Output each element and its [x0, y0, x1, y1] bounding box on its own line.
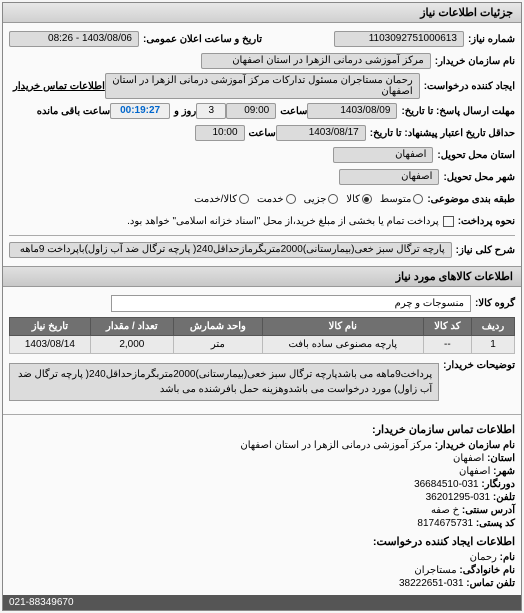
cell-unit: متر — [173, 336, 262, 354]
c-surname: مستاجران — [414, 565, 456, 576]
group-dropdown[interactable]: منسوجات و چرم — [111, 295, 471, 312]
c-phone-label: تلفن: — [493, 492, 515, 503]
remain-suffix: ساعت باقی مانده — [37, 106, 110, 117]
send-until-label: مهلت ارسال پاسخ: تا تاریخ: — [401, 106, 515, 117]
col-row: ردیف — [472, 318, 515, 336]
c-postal-label: کد پستی: — [476, 518, 515, 529]
cell-row: 1 — [472, 336, 515, 354]
payment-checkbox[interactable] — [443, 216, 454, 227]
payment-label: نحوه پرداخت: — [458, 216, 515, 227]
classify-opt-1[interactable]: کالا — [346, 194, 372, 205]
c-org: مرکز آموزشی درمانی الزهرا در استان اصفها… — [240, 440, 432, 451]
creator-label: ایجاد کننده درخواست: — [424, 81, 515, 92]
c-phone: 031-36201295 — [426, 492, 491, 503]
remain-timer: 00:19:27 — [110, 103, 170, 119]
send-date-field: 1403/08/09 — [307, 103, 397, 119]
col-qty: تعداد / مقدار — [90, 318, 173, 336]
req-no-label: شماره نیاز: — [468, 34, 515, 45]
col-date: تاریخ نیاز — [10, 318, 91, 336]
send-time-label: ساعت — [280, 106, 307, 117]
c-cphone-label: تلفن تماس: — [466, 578, 515, 589]
c-postal: 8174675731 — [417, 518, 473, 529]
goods-row[interactable]: 1 -- پارچه مصنوعی ساده بافت متر 2,000 14… — [10, 336, 515, 354]
cell-name: پارچه مصنوعی ساده بافت — [262, 336, 423, 354]
col-code: کد کالا — [423, 318, 471, 336]
buyer-org-field: مرکز آموزشی درمانی الزهرا در استان اصفها… — [201, 53, 431, 69]
buyer-desc-label: توضیحات خریدار: — [443, 360, 515, 371]
buyer-org-label: نام سازمان خریدار: — [435, 56, 515, 67]
buyer-desc-box: پرداخت9ماهه می باشدپارچه ترگال سبز خعی(ب… — [9, 363, 439, 401]
panel-title: جزئیات اطلاعات نیاز — [420, 7, 513, 19]
announce-label: تاریخ و ساعت اعلان عمومی: — [143, 34, 262, 45]
c-cphone: 031-38222651 — [399, 578, 464, 589]
valid-until-label: حداقل تاریخ اعتبار پیشنهاد: تا تاریخ: — [370, 128, 515, 139]
remain-days-field: 3 — [196, 103, 226, 119]
payment-note: پرداخت تمام یا بخشی از مبلغ خرید،از محل … — [127, 216, 439, 227]
creator-contact-link[interactable]: اطلاعات تماس خریدار — [13, 81, 105, 92]
goods-section-title: اطلاعات کالاهای مورد نیاز — [3, 266, 521, 287]
classify-radio-group: متوسط کالا جزیی خدمت کالا/خدمت — [194, 194, 423, 205]
c-fax: 031-36684510 — [414, 479, 479, 490]
delivery-state-field: اصفهان — [333, 147, 433, 163]
details-panel: جزئیات اطلاعات نیاز شماره نیاز: 11030927… — [2, 2, 522, 611]
delivery-state-label: استان محل تحویل: — [437, 150, 515, 161]
c-address-label: آدرس سنتی: — [462, 505, 515, 516]
classify-label: طبقه بندی موضوعی: — [427, 194, 515, 205]
classify-opt-0[interactable]: متوسط — [380, 194, 423, 205]
need-title-label: شرح کلی نیاز: — [456, 245, 515, 256]
goods-table: ردیف کد کالا نام کالا واحد شمارش تعداد /… — [9, 317, 515, 354]
c-name-label: نام: — [500, 552, 515, 563]
send-time-field: 09:00 — [226, 103, 276, 119]
contact-section-title: اطلاعات تماس سازمان خریدار: — [9, 423, 515, 436]
creator-section-title: اطلاعات ایجاد کننده درخواست: — [9, 535, 515, 548]
classify-opt-3[interactable]: خدمت — [257, 194, 296, 205]
col-name: نام کالا — [262, 318, 423, 336]
c-city-label: شهر: — [493, 466, 515, 477]
c-org-label: نام سازمان خریدار: — [435, 440, 515, 451]
announce-field: 1403/08/06 - 08:26 — [9, 31, 139, 47]
c-fax-label: دورنگار: — [481, 479, 515, 490]
c-address: خ صفه — [431, 505, 459, 516]
c-state-label: استان: — [487, 453, 515, 464]
footer-bar: 021-88349670 — [3, 595, 521, 610]
goods-header-row: ردیف کد کالا نام کالا واحد شمارش تعداد /… — [10, 318, 515, 336]
valid-time-field: 10:00 — [195, 125, 245, 141]
col-unit: واحد شمارش — [173, 318, 262, 336]
footer-text: 021-88349670 — [9, 597, 74, 608]
remain-days-label: روز و — [174, 106, 196, 117]
cell-code: -- — [423, 336, 471, 354]
group-label: گروه کالا: — [475, 298, 515, 309]
classify-opt-4[interactable]: کالا/خدمت — [194, 194, 249, 205]
need-title-field: پارچه ترگال سبز خعی(بیمارستانی)2000متربگ… — [9, 242, 452, 258]
creator-field: رحمان مستاجران مسئول تدارکات مرکز آموزشی… — [105, 73, 420, 99]
req-no-field: 1103092751000613 — [334, 31, 464, 47]
c-surname-label: نام خانوادگی: — [459, 565, 515, 576]
delivery-city-label: شهر محل تحویل: — [443, 172, 515, 183]
cell-qty: 2,000 — [90, 336, 173, 354]
cell-date: 1403/08/14 — [10, 336, 91, 354]
valid-date-field: 1403/08/17 — [276, 125, 366, 141]
classify-opt-2[interactable]: جزیی — [304, 194, 339, 205]
contact-section: اطلاعات تماس سازمان خریدار: نام سازمان خ… — [3, 419, 521, 595]
c-city: اصفهان — [459, 466, 490, 477]
valid-time-label: ساعت — [249, 128, 276, 139]
panel-header: جزئیات اطلاعات نیاز — [3, 3, 521, 23]
c-state: اصفهان — [453, 453, 484, 464]
delivery-city-field: اصفهان — [339, 169, 439, 185]
c-name: رحمان — [470, 552, 497, 563]
